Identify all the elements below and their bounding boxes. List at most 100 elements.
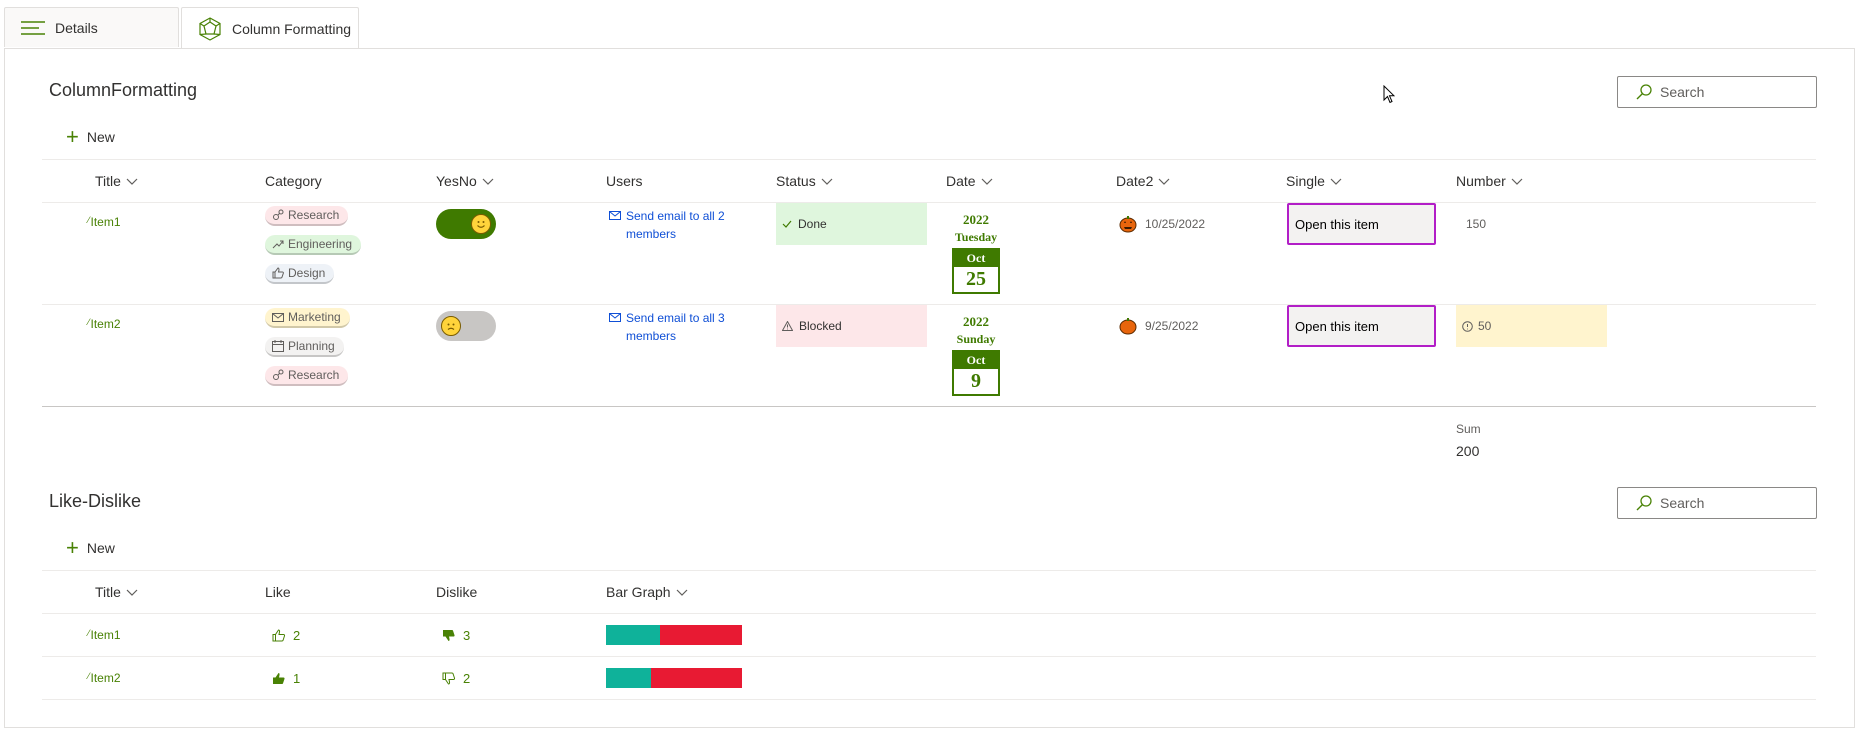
date2-cell: 9/25/2022	[1119, 317, 1198, 335]
divider	[42, 406, 1816, 407]
thumbs-down-filled-icon	[442, 629, 456, 642]
chevron-down-icon	[1330, 178, 1342, 185]
list2-title: Like-Dislike	[49, 491, 142, 511]
column-header-like[interactable]: Like	[265, 584, 291, 600]
chevron-down-icon	[676, 589, 688, 596]
column-header-title[interactable]: Title	[95, 584, 138, 600]
category-label: Planning	[288, 339, 335, 353]
column-header-yesno[interactable]: YesNo	[436, 173, 494, 189]
yesno-toggle[interactable]	[436, 209, 496, 239]
mail-icon	[609, 313, 621, 345]
column-header-dislike[interactable]: Dislike	[436, 584, 477, 600]
mail-icon	[609, 211, 621, 243]
list1-search-input[interactable]: Search	[1617, 76, 1817, 108]
thumbs-up-outline-icon	[272, 629, 286, 642]
like-icon	[272, 267, 284, 279]
number-cell: 50	[1456, 305, 1607, 347]
row-title: Item2	[90, 671, 121, 685]
date2-text: 9/25/2022	[1145, 319, 1199, 333]
send-email-text: Send email to all 2 members	[626, 209, 725, 241]
column-header-label: YesNo	[436, 173, 477, 189]
category-pill: Research	[265, 366, 349, 386]
calendar-page: Oct 9	[952, 350, 1000, 396]
like-count: 1	[293, 671, 301, 686]
like-button[interactable]: 2	[272, 628, 300, 643]
divider	[42, 699, 1816, 700]
row-title: Item1	[90, 215, 121, 229]
date-month: Oct	[954, 352, 998, 369]
column-header-label: Date2	[1116, 173, 1154, 189]
like-button[interactable]: 1	[272, 671, 300, 686]
hamburger-icon	[21, 20, 45, 35]
mail-icon	[272, 312, 284, 322]
column-header-single[interactable]: Single	[1286, 173, 1342, 189]
chevron-down-icon	[1511, 178, 1523, 185]
new-item-icon: ⁄	[88, 317, 90, 327]
column-header-users[interactable]: Users	[606, 173, 643, 189]
column-header-title[interactable]: Title	[95, 173, 138, 189]
row-title-link[interactable]: ⁄Item1	[88, 215, 121, 229]
column-header-category[interactable]: Category	[265, 173, 322, 189]
column-header-bar-graph[interactable]: Bar Graph	[606, 584, 688, 600]
like-dislike-bar	[606, 668, 742, 688]
list1-new-button[interactable]: + New	[66, 124, 115, 149]
date2-text: 10/25/2022	[1145, 217, 1206, 231]
new-item-icon: ⁄	[88, 671, 90, 681]
column-header-status[interactable]: Status	[776, 173, 833, 189]
number-text: 50	[1478, 319, 1492, 333]
send-email-link[interactable]: Send email to all 3 members	[609, 309, 749, 345]
dislike-button[interactable]: 2	[442, 671, 470, 686]
column-header-date2[interactable]: Date2	[1116, 173, 1170, 189]
tab-details[interactable]: Details	[4, 7, 179, 47]
like-bar-segment	[606, 668, 651, 688]
status-cell: Done	[776, 203, 927, 245]
jack-o-lantern-icon	[1119, 215, 1137, 233]
column-header-label: Title	[95, 584, 121, 600]
tab-column-formatting[interactable]: Column Formatting	[181, 7, 359, 49]
column-header-label: Bar Graph	[606, 584, 671, 600]
info-icon	[1462, 320, 1473, 332]
dislike-button[interactable]: 3	[442, 628, 470, 643]
calendar-page: Oct 25	[952, 248, 1000, 294]
open-item-button[interactable]: Open this item	[1287, 203, 1436, 245]
column-header-date[interactable]: Date	[946, 173, 993, 189]
chevron-down-icon	[126, 178, 138, 185]
status-cell: Blocked	[776, 305, 927, 347]
row-title-link[interactable]: ⁄Item2	[88, 317, 121, 331]
new-item-icon: ⁄	[88, 628, 90, 638]
send-email-link[interactable]: Send email to all 2 members	[609, 207, 749, 243]
chevron-down-icon	[821, 178, 833, 185]
dislike-bar-segment	[650, 668, 742, 688]
tab-column-formatting-label: Column Formatting	[232, 20, 352, 37]
plus-icon: +	[66, 124, 79, 149]
column-header-label: Dislike	[436, 584, 478, 600]
like-bar-segment	[606, 625, 661, 645]
date-day: 25	[954, 267, 998, 292]
yesno-toggle[interactable]	[436, 311, 496, 341]
send-email-text: Send email to all 3 members	[626, 311, 725, 343]
open-item-button[interactable]: Open this item	[1287, 305, 1436, 347]
column-header-label: Date	[946, 173, 976, 189]
dislike-count: 2	[463, 671, 471, 686]
search-icon	[1636, 84, 1652, 100]
sum-value: 200	[1456, 443, 1480, 459]
list2-search-input[interactable]: Search	[1617, 487, 1817, 519]
row-title-link[interactable]: ⁄Item1	[88, 628, 121, 642]
chevron-down-icon	[981, 178, 993, 185]
status-text: Blocked	[799, 319, 842, 333]
divider	[42, 656, 1816, 657]
chevron-down-icon	[482, 178, 494, 185]
column-header-label: Single	[1286, 173, 1325, 189]
divider	[42, 570, 1816, 571]
like-dislike-bar	[606, 625, 742, 645]
status-text: Done	[798, 217, 827, 231]
row-title-link[interactable]: ⁄Item2	[88, 671, 121, 685]
research-icon	[272, 369, 284, 381]
row-title: Item1	[90, 628, 121, 642]
column-header-label: Number	[1456, 173, 1506, 189]
smile-icon	[471, 214, 491, 234]
column-header-number[interactable]: Number	[1456, 173, 1523, 189]
date-calendar: 2022 Sunday Oct 9	[946, 313, 1006, 396]
list2-new-button[interactable]: + New	[66, 537, 115, 559]
divider	[42, 159, 1816, 160]
